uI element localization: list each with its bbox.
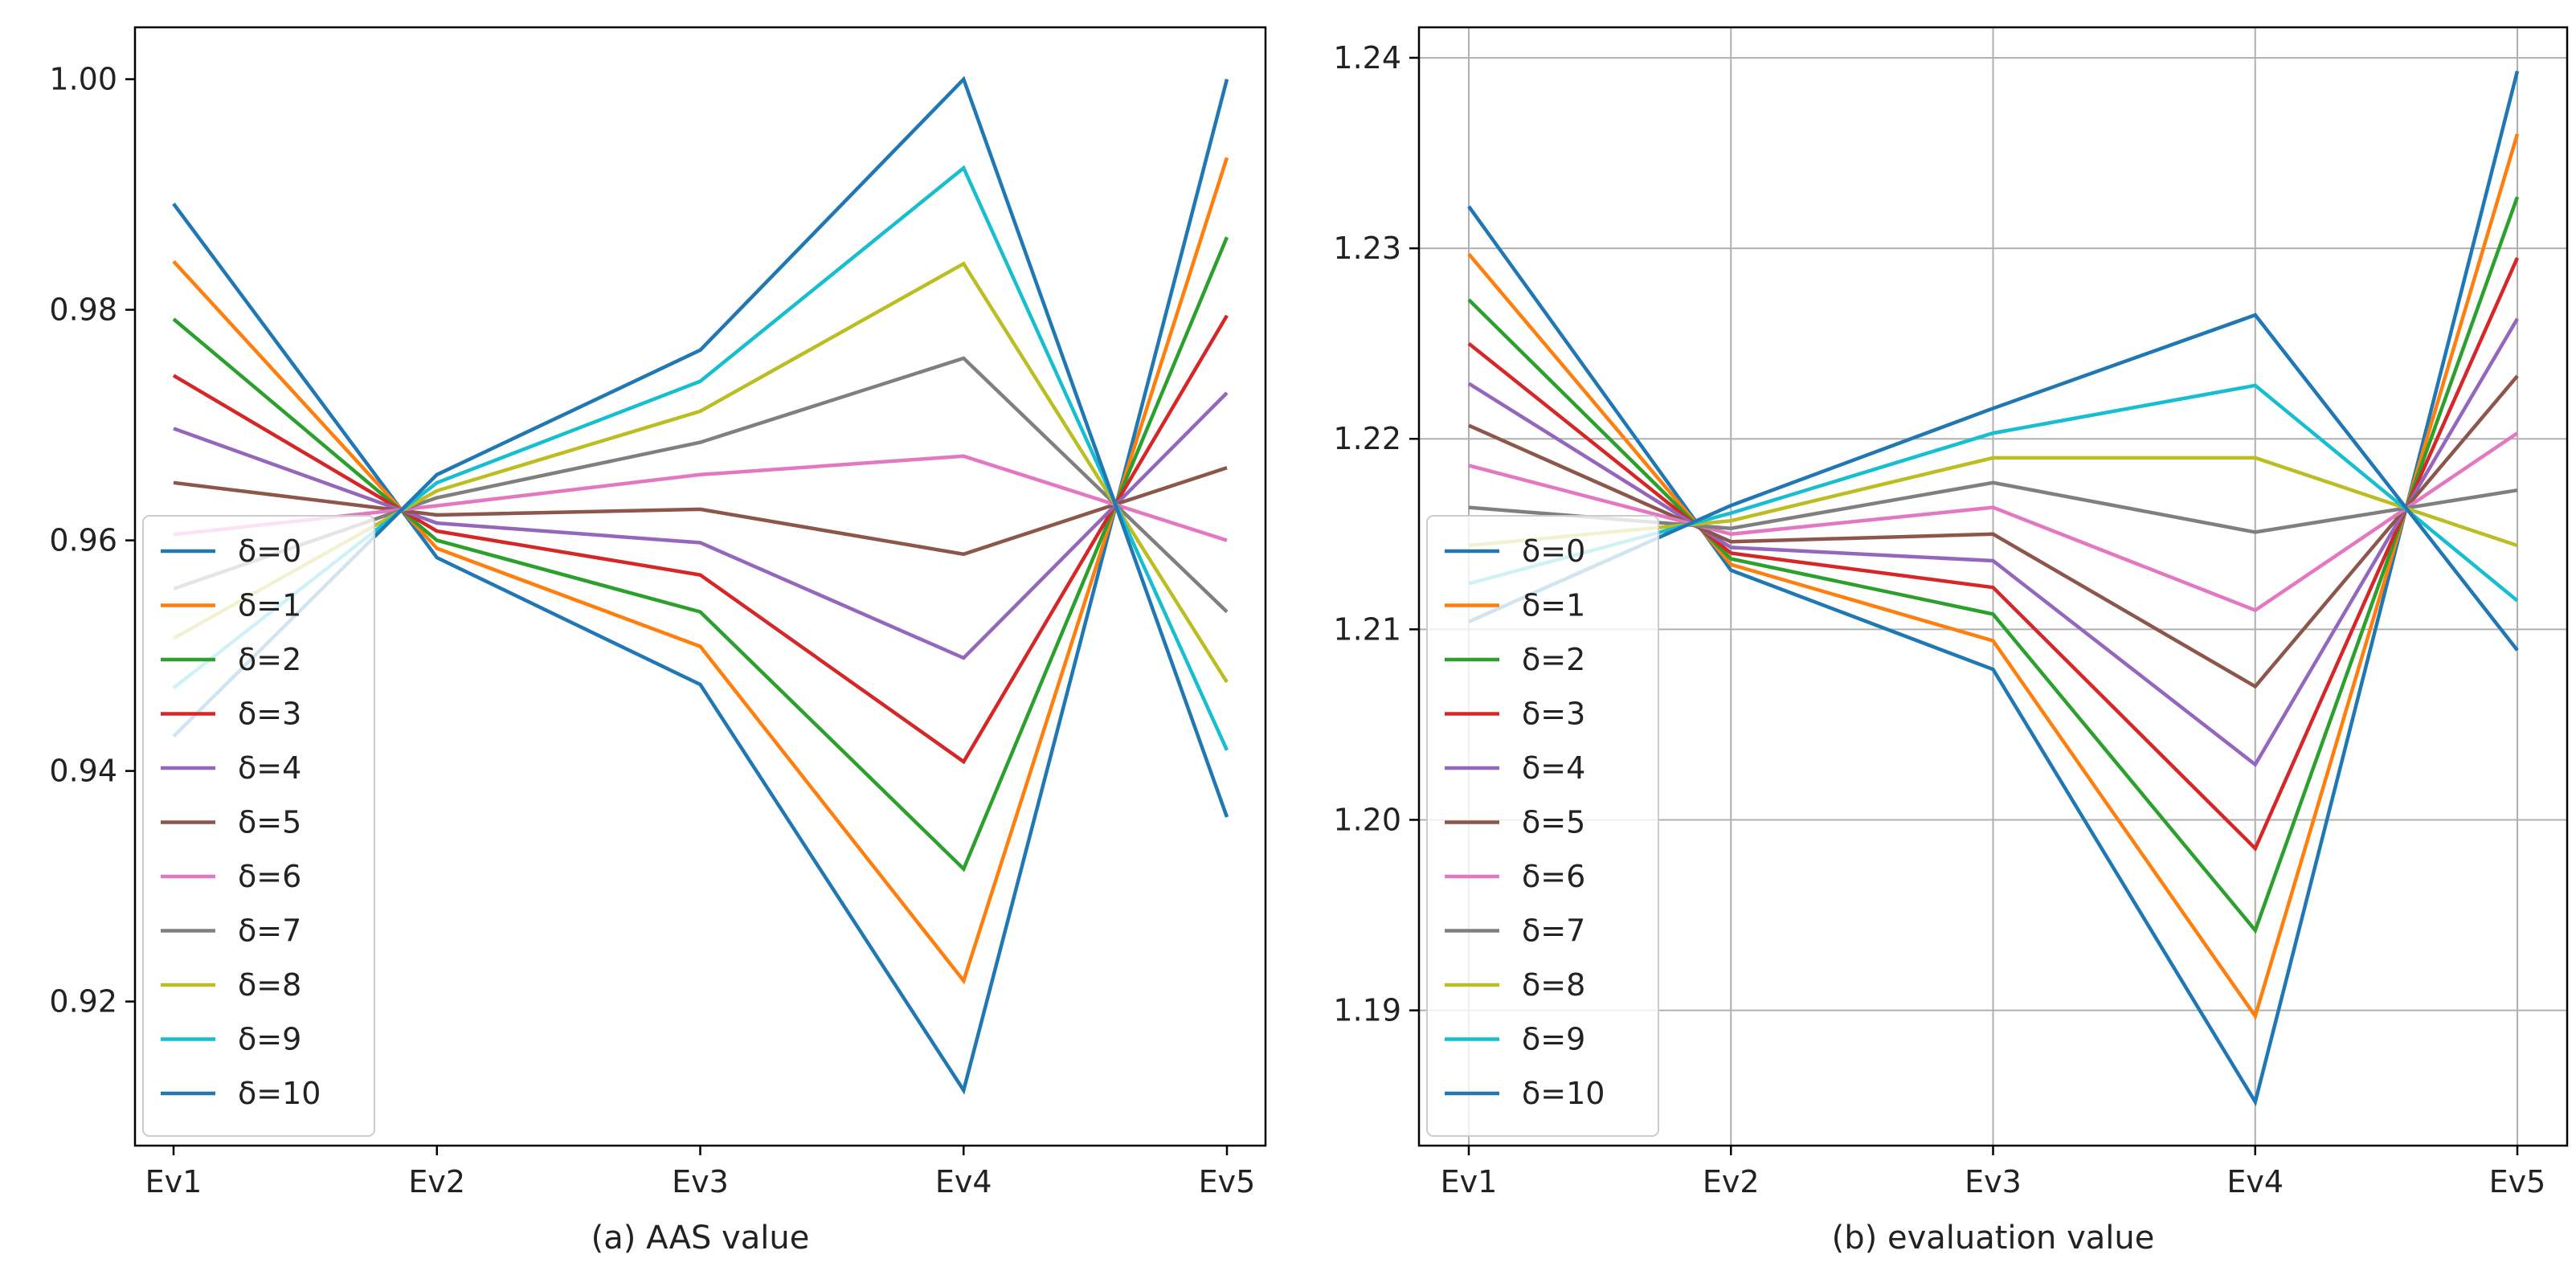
- y-tick-label: 0.92: [49, 984, 117, 1020]
- legend-box: [1426, 515, 1659, 1137]
- series-line-1-1: [1467, 133, 2520, 1020]
- y-tick-label: 1.19: [1333, 993, 1401, 1028]
- series-line-4-4: [173, 391, 1229, 660]
- legend-label: δ=4: [1522, 750, 1585, 786]
- x-tick-label: Ev4: [935, 1164, 992, 1199]
- y-tick-label: 1.22: [1333, 421, 1401, 456]
- legend-label: δ=7: [1522, 913, 1585, 949]
- series-line-1-1: [172, 157, 1229, 985]
- x-tick-label: Ev5: [2489, 1164, 2546, 1199]
- legend-label: δ=4: [238, 750, 301, 786]
- legend-label: δ=2: [238, 642, 301, 677]
- legend-label: δ=9: [238, 1022, 301, 1057]
- x-tick-label: Ev1: [1441, 1164, 1498, 1199]
- y-tick-label: 0.94: [49, 754, 117, 789]
- series-line-2-2: [1467, 196, 2520, 934]
- series-line-0-0: [172, 79, 1229, 1095]
- series-line-4-4: [1467, 317, 2519, 768]
- legend-label: δ=9: [1522, 1022, 1585, 1057]
- legend-label: δ=3: [238, 697, 301, 732]
- legend-label: δ=5: [238, 805, 301, 840]
- y-tick-label: 1.00: [49, 62, 117, 97]
- legend-label: δ=6: [1522, 859, 1585, 894]
- series-line-5-5: [173, 466, 1228, 557]
- x-tick-label: Ev2: [1703, 1164, 1760, 1199]
- legend-label: δ=2: [1522, 642, 1585, 677]
- legend-label: δ=1: [238, 588, 301, 623]
- x-tick-label: Ev1: [145, 1164, 202, 1199]
- x-tick-label: Ev3: [672, 1164, 729, 1199]
- legend-label: δ=0: [1522, 533, 1585, 569]
- series-line-5-5: [1468, 374, 2519, 689]
- x-tick-label: Ev4: [2226, 1164, 2284, 1199]
- legend-label: δ=10: [238, 1076, 321, 1111]
- y-tick-label: 1.24: [1333, 40, 1401, 76]
- legend-label: δ=3: [1522, 697, 1585, 732]
- series-line-2-2: [172, 236, 1229, 872]
- series-line-3-3: [1467, 256, 2520, 852]
- legend-label: δ=8: [1522, 967, 1585, 1003]
- legend-label: δ=6: [238, 859, 301, 894]
- legend-box: [142, 515, 375, 1137]
- panel-aas-value: Ev1 Ev2 Ev3 Ev4 Ev5 0.92 0.94 0.96 0.98 1.00 (a) A…: [49, 26, 1267, 1257]
- legend-label: δ=8: [238, 967, 301, 1003]
- y-tick-label: 1.21: [1333, 611, 1401, 647]
- legend-label: δ=1: [1522, 588, 1585, 623]
- y-tick-label: 1.23: [1333, 231, 1401, 266]
- legend-label: δ=0: [238, 533, 301, 569]
- x-tick-label: Ev2: [408, 1164, 465, 1199]
- legend-label: δ=5: [1522, 805, 1585, 840]
- y-tick-label: 1.20: [1333, 802, 1401, 837]
- panel-evaluation-value: Ev1 Ev2 Ev3 Ev4 Ev5 1.19 1.20 1.21 1.22 1.23 1.24 (…: [1333, 26, 2569, 1257]
- legend-label: δ=7: [238, 913, 301, 949]
- x-axis-label: (b) evaluation value: [1832, 1220, 2155, 1257]
- x-tick-label: Ev5: [1199, 1164, 1256, 1199]
- legend-label: δ=10: [1522, 1076, 1605, 1111]
- y-tick-label: 0.96: [49, 523, 117, 558]
- x-axis-label: (a) AAS value: [591, 1220, 810, 1257]
- series-line-6-6: [1468, 431, 2519, 613]
- series-line-0-0: [1467, 70, 2520, 1107]
- x-tick-label: Ev3: [1965, 1164, 2022, 1199]
- series-line-3-3: [172, 314, 1229, 765]
- y-tick-label: 0.98: [49, 292, 117, 328]
